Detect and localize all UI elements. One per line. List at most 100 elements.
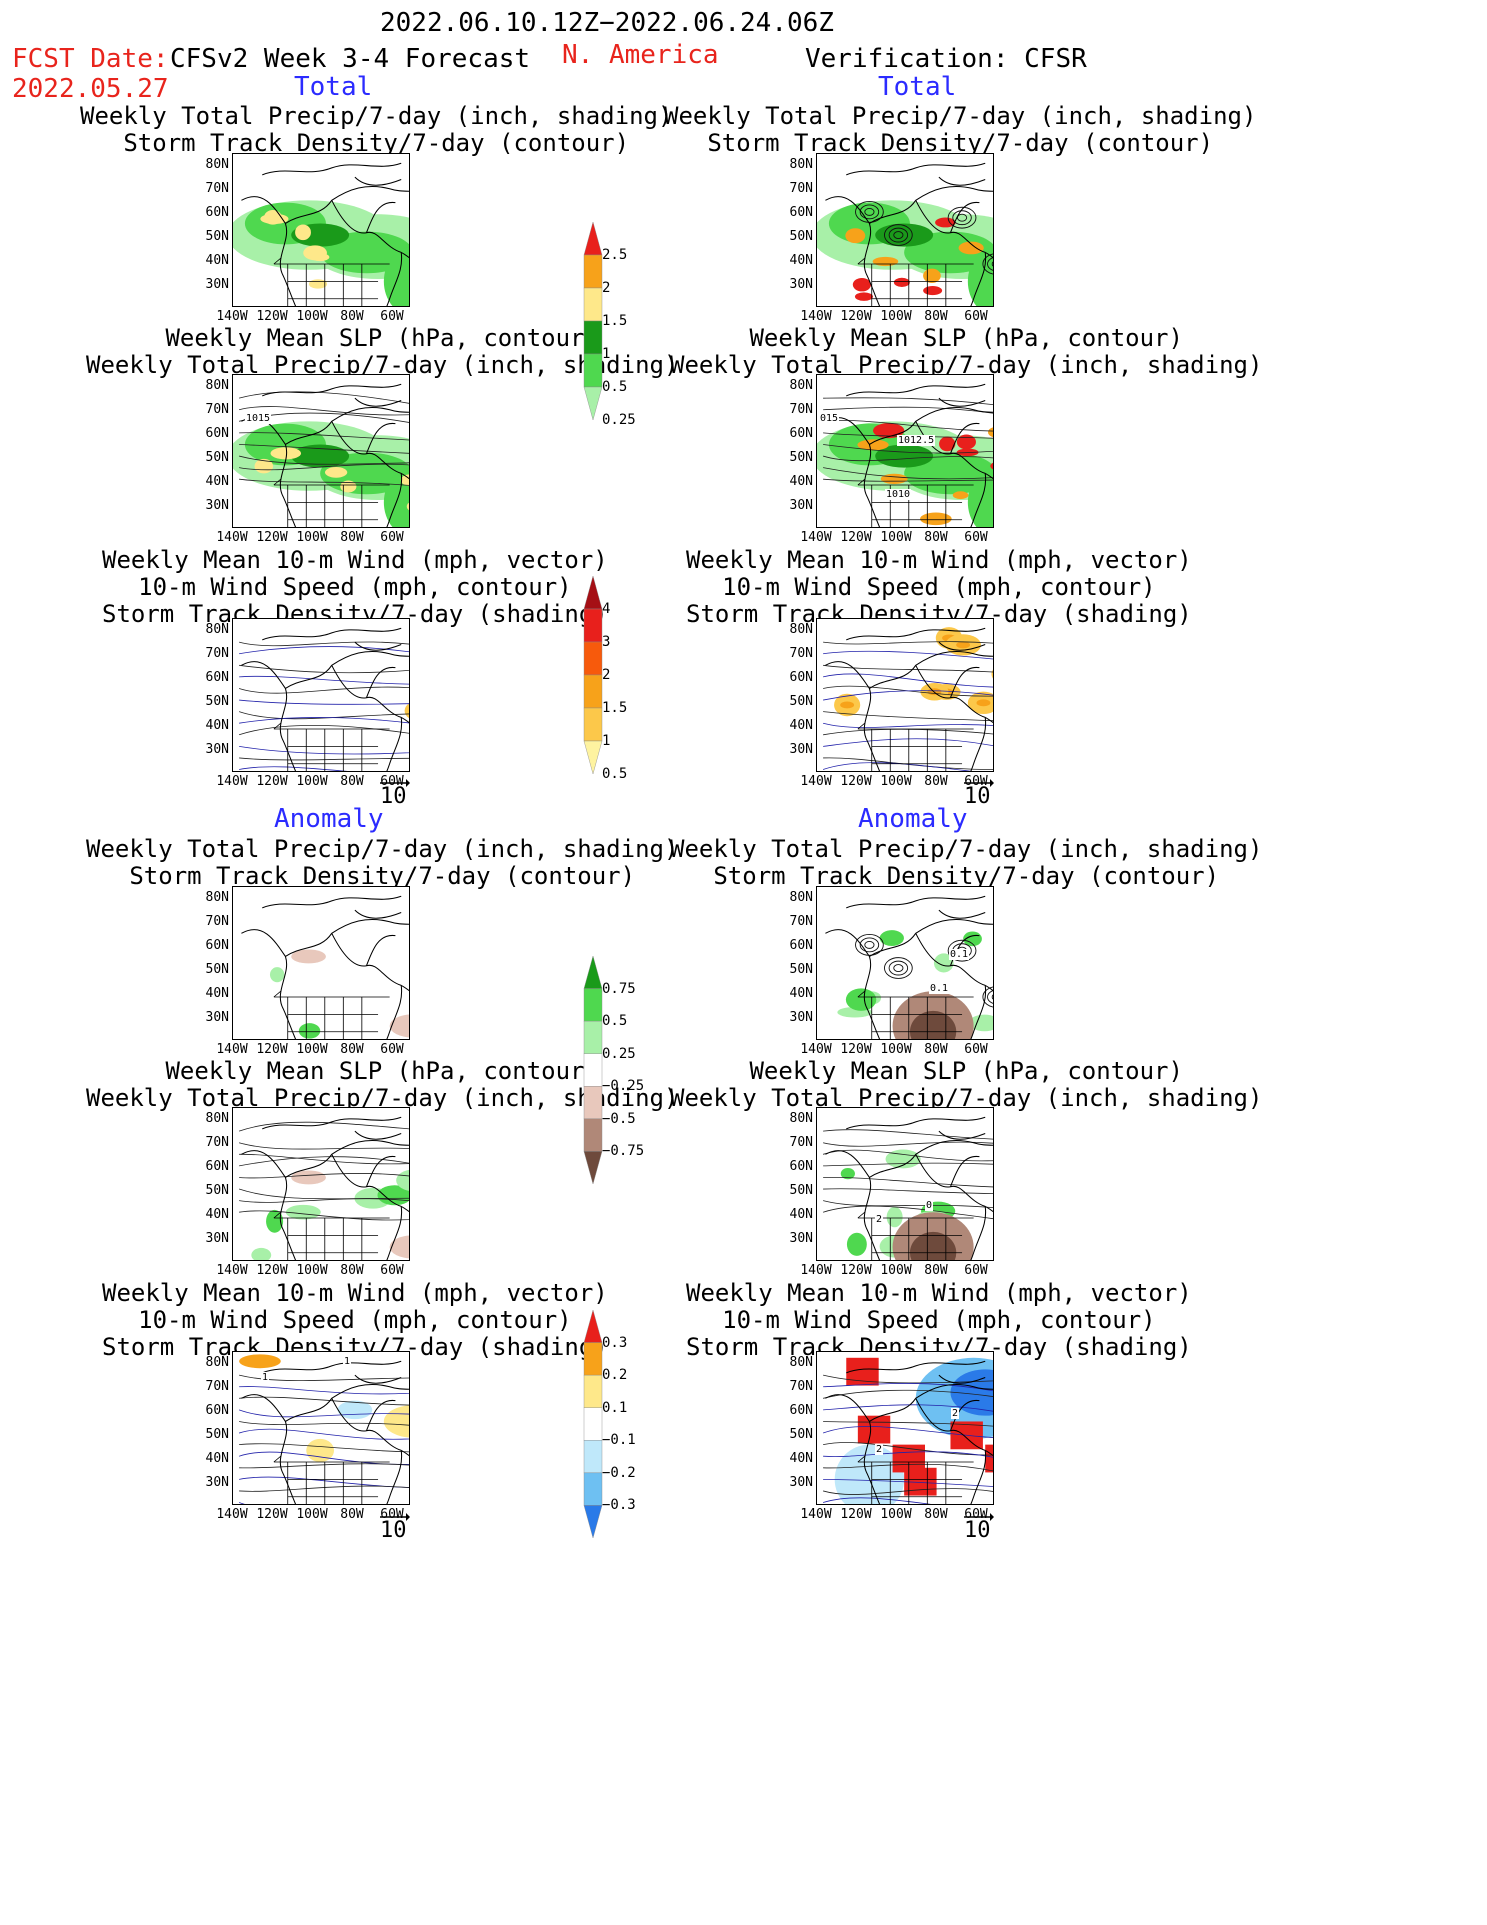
precip-peak-area (260, 213, 289, 224)
colorbar-label: −0.2 (602, 1464, 636, 1481)
colorbar-segment (583, 575, 603, 610)
colorbar-label: 0.25 (602, 412, 636, 428)
lat-tick-label: 70N (789, 1379, 813, 1394)
lat-tick-label: 30N (205, 498, 229, 513)
map-canvas (238, 1116, 409, 1260)
lat-tick-label: 70N (789, 1135, 813, 1150)
wind-speed-contour (823, 664, 993, 673)
lon-tick-label: 100W (880, 774, 912, 789)
slp-contour (822, 455, 993, 462)
wind-speed-contour (239, 1396, 409, 1406)
lon-tick-label: 60W (964, 530, 988, 545)
precip-anomaly-wet (886, 1206, 903, 1228)
slp-contour (823, 1200, 993, 1209)
coastline (825, 162, 993, 306)
storm-track-contour (956, 213, 968, 222)
lat-tick-label: 30N (205, 1231, 229, 1246)
wind-speed-contour (239, 1463, 409, 1469)
wind-speed-contour (823, 1451, 993, 1458)
precip-peak-area (340, 480, 357, 493)
map-canvas (238, 627, 409, 771)
lon-tick-label: 60W (380, 774, 404, 789)
lat-tick-label: 40N (205, 718, 229, 733)
state-borders (273, 1211, 390, 1260)
lat-tick-label: 40N (789, 986, 813, 1001)
wind-speed-contour (238, 686, 409, 694)
panel-title-cfsr-slp-anom: Weekly Mean SLP (hPa, contour) Weekly To… (670, 1057, 1263, 1112)
lon-tick-label: 100W (880, 530, 912, 545)
colorbar-segment (583, 1505, 603, 1539)
lon-tick-label: 80W (340, 1263, 364, 1278)
colorbar-label: 3 (602, 634, 611, 650)
contour-label: 2 (875, 1444, 884, 1455)
lon-tick-label: 80W (340, 774, 364, 789)
section-total-left: Total (294, 72, 373, 102)
lon-tick-label: 60W (964, 774, 988, 789)
map-fcst-slp-anom (232, 1107, 410, 1261)
lon-tick-label: 140W (800, 309, 832, 324)
map-canvas (233, 383, 409, 527)
lon-tick-label: 60W (380, 530, 404, 545)
precip-peak-area (880, 473, 908, 484)
lat-tick-label: 50N (789, 450, 813, 465)
precip-peak-area (270, 447, 302, 460)
wind-speed-contour (239, 1443, 409, 1453)
wind-speed-contour (823, 738, 993, 747)
verification-title: Verification: CFSR (805, 44, 1087, 74)
coastline (825, 1116, 993, 1260)
lon-tick-label: 120W (840, 1042, 872, 1057)
colorbar-segment (583, 988, 603, 1022)
lat-tick-label: 80N (205, 622, 229, 637)
wind-speed-contour (823, 1478, 993, 1487)
map-cfsr-wind-total (816, 618, 994, 772)
wind-speed-contour (823, 722, 993, 728)
precip-anomaly-dry (291, 949, 326, 964)
precip-peak-area (852, 277, 872, 292)
wind-speed-contour (822, 762, 972, 771)
colorbar-label: 0.75 (602, 980, 636, 997)
lon-tick-label: 140W (800, 1042, 832, 1057)
map-cfsr-precip-total (816, 153, 994, 307)
storm-anomaly-positive (857, 1415, 891, 1444)
colorbar-segment (583, 1118, 603, 1152)
precip-peak-area (952, 491, 969, 500)
colorbar-segment (583, 1407, 603, 1441)
panel-title-fcst-precip-total: Weekly Total Precip/7-day (inch, shading… (80, 102, 673, 157)
storm-track-contour (982, 986, 993, 1008)
wind-speed-contour (823, 1463, 993, 1472)
state-borders (273, 722, 390, 771)
precip-anomaly-wet (846, 1232, 867, 1256)
lat-tick-label: 60N (789, 670, 813, 685)
precip-anomaly-wet (840, 1167, 855, 1180)
lon-tick-label: 100W (296, 774, 328, 789)
precip-peak-area (923, 268, 941, 283)
contour-label: 0.1 (929, 983, 950, 994)
panel-title-cfsr-precip-total: Weekly Total Precip/7-day (inch, shading… (664, 102, 1257, 157)
contour-label: 0.1 (949, 949, 970, 960)
map-cfsr-precip-anom: 0.1 0.1 (816, 886, 994, 1040)
colorbar-storm-anomaly (583, 1309, 603, 1539)
lat-tick-label: 70N (789, 914, 813, 929)
lon-tick-label: 120W (840, 530, 872, 545)
wind-speed-contour (239, 745, 409, 755)
precip-peak-area (310, 253, 330, 262)
lon-tick-label: 80W (340, 1507, 364, 1522)
lon-tick-label: 100W (880, 1263, 912, 1278)
storm-anomaly-positive (239, 1354, 281, 1369)
precip-peak-area (857, 439, 889, 451)
lat-tick-label: 70N (789, 646, 813, 661)
slp-contour (238, 1188, 409, 1200)
lat-tick-label: 80N (205, 157, 229, 172)
storm-anomaly-positive (383, 1405, 409, 1438)
wind-speed-contour (823, 1421, 993, 1427)
precip-peak-area (308, 279, 328, 289)
lon-tick-label: 140W (216, 309, 248, 324)
slp-contour (823, 397, 993, 406)
precip-peak-area (920, 512, 952, 526)
map-canvas (241, 895, 409, 1039)
lat-tick-label: 40N (205, 986, 229, 1001)
lat-tick-label: 60N (205, 938, 229, 953)
section-anomaly-left: Anomaly (274, 804, 384, 834)
slp-contour (823, 478, 993, 482)
lon-tick-label: 140W (800, 774, 832, 789)
